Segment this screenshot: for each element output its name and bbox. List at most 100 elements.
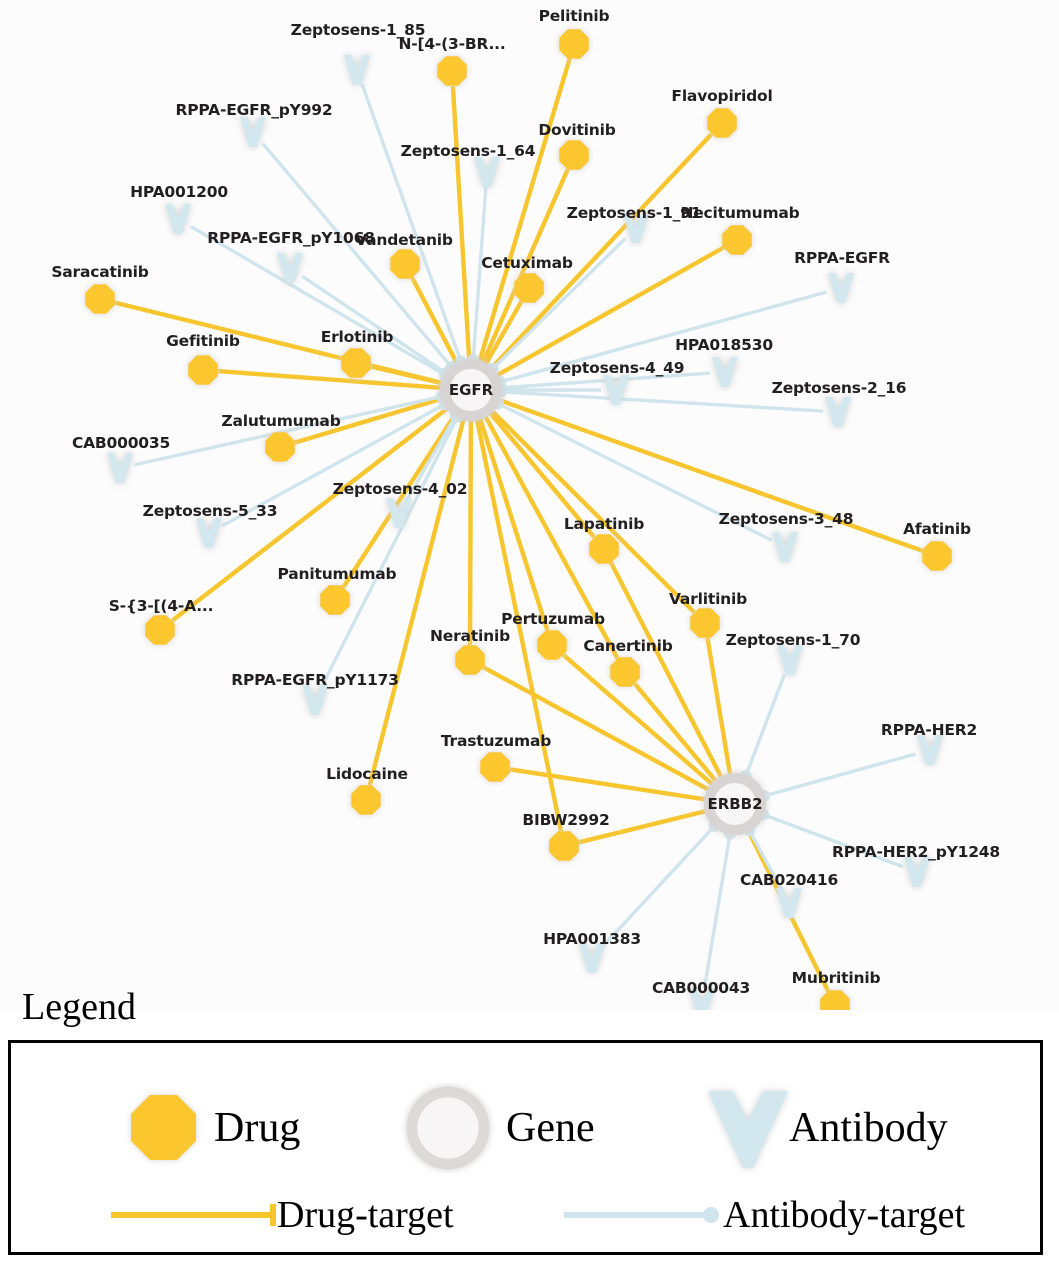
legend-antibody-edge-terminator xyxy=(703,1207,719,1223)
antibody-node[interactable] xyxy=(240,117,266,147)
drug-node[interactable] xyxy=(690,608,720,638)
antibody-node[interactable] xyxy=(344,55,370,85)
antibody-target-edge xyxy=(405,415,458,501)
legend-label-antibody-target: Antibody-target xyxy=(723,1194,966,1236)
antibody-target-edge xyxy=(762,812,904,869)
drug-node[interactable] xyxy=(922,541,952,571)
drug-node[interactable] xyxy=(549,831,579,861)
drug-target-edge xyxy=(489,132,714,370)
legend-label-gene: Gene xyxy=(506,1105,595,1151)
antibody-target-edge xyxy=(360,83,463,363)
drug-node[interactable] xyxy=(455,645,485,675)
drug-target-edge xyxy=(341,413,457,589)
drug-target-edge xyxy=(293,396,443,445)
antibody-node[interactable] xyxy=(302,685,328,715)
antibody-target-edge xyxy=(497,401,773,542)
drug-node[interactable] xyxy=(145,615,175,645)
legend-drug-icon xyxy=(131,1095,196,1160)
antibody-node[interactable] xyxy=(579,943,605,973)
drug-target-edge xyxy=(509,767,706,802)
drug-node[interactable] xyxy=(559,29,589,59)
drug-node[interactable] xyxy=(610,657,640,687)
drug-node[interactable] xyxy=(341,348,371,378)
drug-target-edge xyxy=(632,682,718,783)
gene-node[interactable] xyxy=(440,359,502,421)
antibody-target-edge xyxy=(301,274,448,375)
legend-box: Drug Gene Antibody Drug-target Antibody-… xyxy=(8,1040,1043,1255)
antibody-node[interactable] xyxy=(689,988,715,1010)
antibody-target-edge xyxy=(471,186,488,361)
antibody-target-edge xyxy=(747,829,784,891)
drug-target-edge xyxy=(488,411,597,539)
legend-title: Legend xyxy=(22,986,136,1028)
drug-target-edge xyxy=(477,57,572,362)
drug-target-edge xyxy=(498,397,924,554)
antibody-node[interactable] xyxy=(386,498,412,528)
drug-node[interactable] xyxy=(265,432,295,462)
antibody-node[interactable] xyxy=(474,157,500,187)
drug-node[interactable] xyxy=(707,108,737,138)
antibody-node[interactable] xyxy=(623,213,649,243)
antibody-node[interactable] xyxy=(196,518,222,548)
graph-svg xyxy=(85,29,952,1010)
antibody-node[interactable] xyxy=(712,357,738,387)
edges-layer xyxy=(114,57,924,993)
legend-gene-icon xyxy=(406,1086,490,1170)
antibody-target-edge xyxy=(500,390,824,413)
drug-target-edge xyxy=(481,167,570,364)
drug-node[interactable] xyxy=(85,284,115,314)
antibody-node[interactable] xyxy=(904,857,930,887)
drug-target-edge xyxy=(467,419,474,646)
antibody-node[interactable] xyxy=(776,888,802,918)
antibody-target-edge xyxy=(134,394,443,467)
antibody-node[interactable] xyxy=(277,253,303,283)
drug-target-edge xyxy=(450,85,472,361)
drug-node[interactable] xyxy=(722,225,752,255)
nodes-layer xyxy=(85,29,952,1010)
drug-node[interactable] xyxy=(589,534,619,564)
drug-node[interactable] xyxy=(320,585,350,615)
drug-node[interactable] xyxy=(351,785,381,815)
drug-target-edge xyxy=(477,417,550,632)
gene-node-label: ERBB2 xyxy=(707,795,763,813)
legend: Legend Drug Gene Antibody Drug-target An… xyxy=(0,985,1059,1280)
antibody-target-edge xyxy=(763,752,916,798)
drug-node[interactable] xyxy=(480,752,510,782)
drug-node[interactable] xyxy=(820,990,850,1010)
drug-target-edge xyxy=(608,561,724,779)
gene-node-label: EGFR xyxy=(448,381,494,399)
legend-label-drug-target: Drug-target xyxy=(277,1194,454,1236)
drug-target-edge xyxy=(496,245,726,378)
antibody-target-edge xyxy=(190,225,446,377)
antibody-node[interactable] xyxy=(917,735,943,765)
drug-target-edge xyxy=(483,299,524,366)
drug-target-edge xyxy=(561,653,714,786)
drug-target-edge xyxy=(410,276,460,365)
drug-target-edge xyxy=(578,809,707,845)
antibody-node[interactable] xyxy=(772,532,798,562)
network-graph-canvas: Pelitinib N-[4-(3-BR... Flavopiridol Doviti… xyxy=(51,7,1001,1010)
drug-target-edge xyxy=(483,415,620,660)
antibody-target-edge xyxy=(499,290,827,384)
antibody-node[interactable] xyxy=(107,453,133,483)
antibody-node[interactable] xyxy=(165,204,191,234)
antibody-node[interactable] xyxy=(777,645,803,675)
drug-target-edge xyxy=(367,418,466,787)
drug-node[interactable] xyxy=(559,140,589,170)
drug-node[interactable] xyxy=(188,355,218,385)
drug-target-edge xyxy=(482,665,710,792)
antibody-node[interactable] xyxy=(603,375,629,405)
antibody-target-edge xyxy=(491,237,627,371)
legend-svg xyxy=(111,1086,788,1226)
drug-target-edge xyxy=(490,409,696,614)
drug-node[interactable] xyxy=(437,56,467,86)
gene-node[interactable] xyxy=(704,773,766,835)
drug-node[interactable] xyxy=(537,630,567,660)
drug-node[interactable] xyxy=(514,273,544,303)
antibody-node[interactable] xyxy=(825,397,851,427)
legend-antibody-icon xyxy=(708,1091,788,1168)
drug-target-edge xyxy=(474,418,564,832)
drug-node[interactable] xyxy=(390,249,420,279)
antibody-target-edge xyxy=(702,833,732,989)
antibody-node[interactable] xyxy=(828,273,854,303)
